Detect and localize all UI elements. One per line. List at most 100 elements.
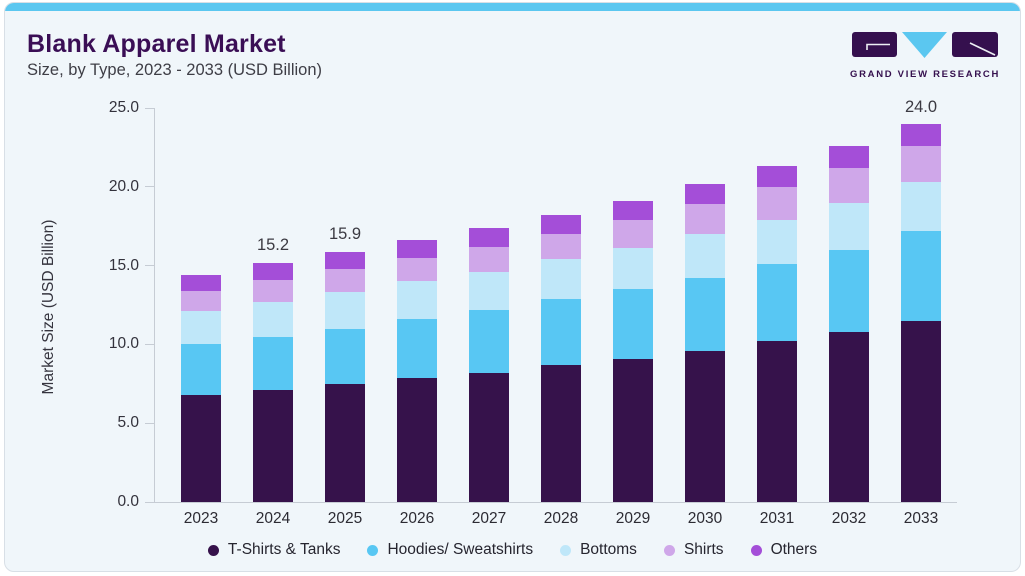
y-tick-label: 0.0: [117, 493, 139, 510]
bar-group-2024: [253, 262, 293, 502]
legend-dot-icon: [663, 544, 675, 556]
bar-segment: [829, 202, 869, 250]
bar-segment: [469, 227, 509, 247]
x-tick-label: 2030: [687, 510, 723, 527]
legend-label: Others: [770, 541, 818, 558]
x-tick-label: 2023: [183, 510, 219, 527]
bar-segment: [397, 281, 437, 320]
bar-segment: [253, 336, 293, 391]
y-tick-mark: [145, 343, 155, 345]
x-tick-label: 2025: [327, 510, 363, 527]
bar-segment: [325, 383, 365, 502]
bar-segment: [541, 364, 581, 502]
x-tick-label: 2031: [759, 510, 795, 527]
chart-legend: T-Shirts & Tanks Hoodies/ Sweatshirts Bott…: [5, 537, 1020, 563]
legend-dot-icon: [750, 544, 762, 556]
x-tick-label: 2027: [471, 510, 507, 527]
bar-group-2032: [829, 145, 869, 502]
bar-segment: [613, 201, 653, 220]
bar-segment: [685, 204, 725, 235]
bar-group-2030: [685, 183, 725, 502]
bar-value-label: 15.9: [328, 225, 362, 244]
bar-segment: [253, 279, 293, 302]
x-tick-label: 2029: [615, 510, 651, 527]
bar-segment: [757, 166, 797, 187]
bar-value-label: 24.0: [904, 97, 938, 116]
x-axis-line: [145, 502, 957, 503]
x-tick-label: 2033: [903, 510, 939, 527]
bar-segment: [829, 249, 869, 332]
bar-segment: [901, 182, 941, 231]
page-title: Blank Apparel Market: [27, 30, 286, 58]
x-tick-label: 2026: [399, 510, 435, 527]
bar-segment: [757, 341, 797, 502]
bar-group-2025: [325, 251, 365, 502]
bar-segment: [469, 271, 509, 310]
bar-segment: [541, 215, 581, 235]
bar-segment: [253, 262, 293, 280]
bar-segment: [829, 167, 869, 203]
bar-segment: [829, 145, 869, 168]
y-tick-label: 25.0: [108, 99, 139, 116]
top-accent-bar: [5, 3, 1020, 11]
bar-segment: [901, 320, 941, 502]
legend-label: Bottoms: [580, 541, 637, 558]
y-tick-label: 5.0: [117, 414, 139, 432]
y-tick-mark: [145, 501, 155, 503]
bar-segment: [685, 234, 725, 279]
bar-segment: [541, 298, 581, 365]
legend-label: T-Shirts & Tanks: [227, 541, 341, 558]
chart-card: Blank Apparel Market Size, by Type, 2023…: [4, 2, 1021, 572]
bar-segment: [325, 268, 365, 293]
bar-segment: [613, 289, 653, 359]
bar-segment: [181, 275, 221, 291]
bar-segment: [757, 186, 797, 220]
gvr-logo-icon: [852, 32, 998, 58]
bar-segment: [685, 350, 725, 502]
bar-segment: [397, 377, 437, 502]
bar-segment: [325, 251, 365, 269]
bar-segment: [541, 259, 581, 299]
bar-segment: [901, 145, 941, 183]
legend-label: Hoodies/ Sweatshirts: [387, 541, 534, 558]
page-subtitle: Size, by Type, 2023 - 2033 (USD Billion): [27, 61, 323, 79]
legend-label: Shirts: [683, 541, 724, 558]
bar-segment: [325, 292, 365, 329]
bar-segment: [757, 219, 797, 264]
x-tick-label: 2028: [543, 510, 579, 527]
bar-segment: [397, 240, 437, 258]
bar-group-2029: [613, 201, 653, 502]
bar-segment: [469, 309, 509, 373]
y-axis-title: Market Size (USD Billion): [40, 219, 57, 395]
bar-group-2027: [469, 227, 509, 502]
bar-group-2031: [757, 166, 797, 502]
bar-segment: [181, 344, 221, 395]
bar-value-label: 15.2: [256, 236, 290, 255]
y-tick-mark: [145, 422, 155, 424]
legend-item: Hoodies/ Sweatshirts: [367, 541, 533, 559]
legend-dot-icon: [207, 544, 219, 556]
y-tick-mark: [145, 186, 155, 188]
bar-segment: [253, 390, 293, 502]
bar-segment: [613, 219, 653, 249]
bar-segment: [613, 248, 653, 290]
x-tick-label: 2024: [255, 510, 291, 527]
bar-segment: [901, 123, 941, 146]
bar-group-2028: [541, 215, 581, 502]
logo-wordmark: GRAND VIEW RESEARCH: [850, 69, 1001, 80]
bar-segment: [541, 234, 581, 260]
grand-view-research-logo: GRAND VIEW RESEARCH: [850, 29, 1000, 80]
bar-group-2023: [181, 275, 221, 502]
bar-segment: [757, 264, 797, 342]
bar-group-2033: [901, 123, 941, 502]
bar-segment: [469, 246, 509, 272]
bar-group-2026: [397, 240, 437, 502]
y-tick-label: 15.0: [108, 256, 139, 274]
bar-segment: [685, 278, 725, 351]
bar-segment: [325, 328, 365, 384]
legend-item: Others: [750, 541, 818, 559]
plot-area: 0.0 5.0 10.0 15.0 20.0 25.0 2023 15.2 2024 15.9 20…: [109, 98, 957, 527]
bar-segment: [901, 231, 941, 321]
bar-segment: [253, 301, 293, 337]
bar-segment: [397, 319, 437, 378]
